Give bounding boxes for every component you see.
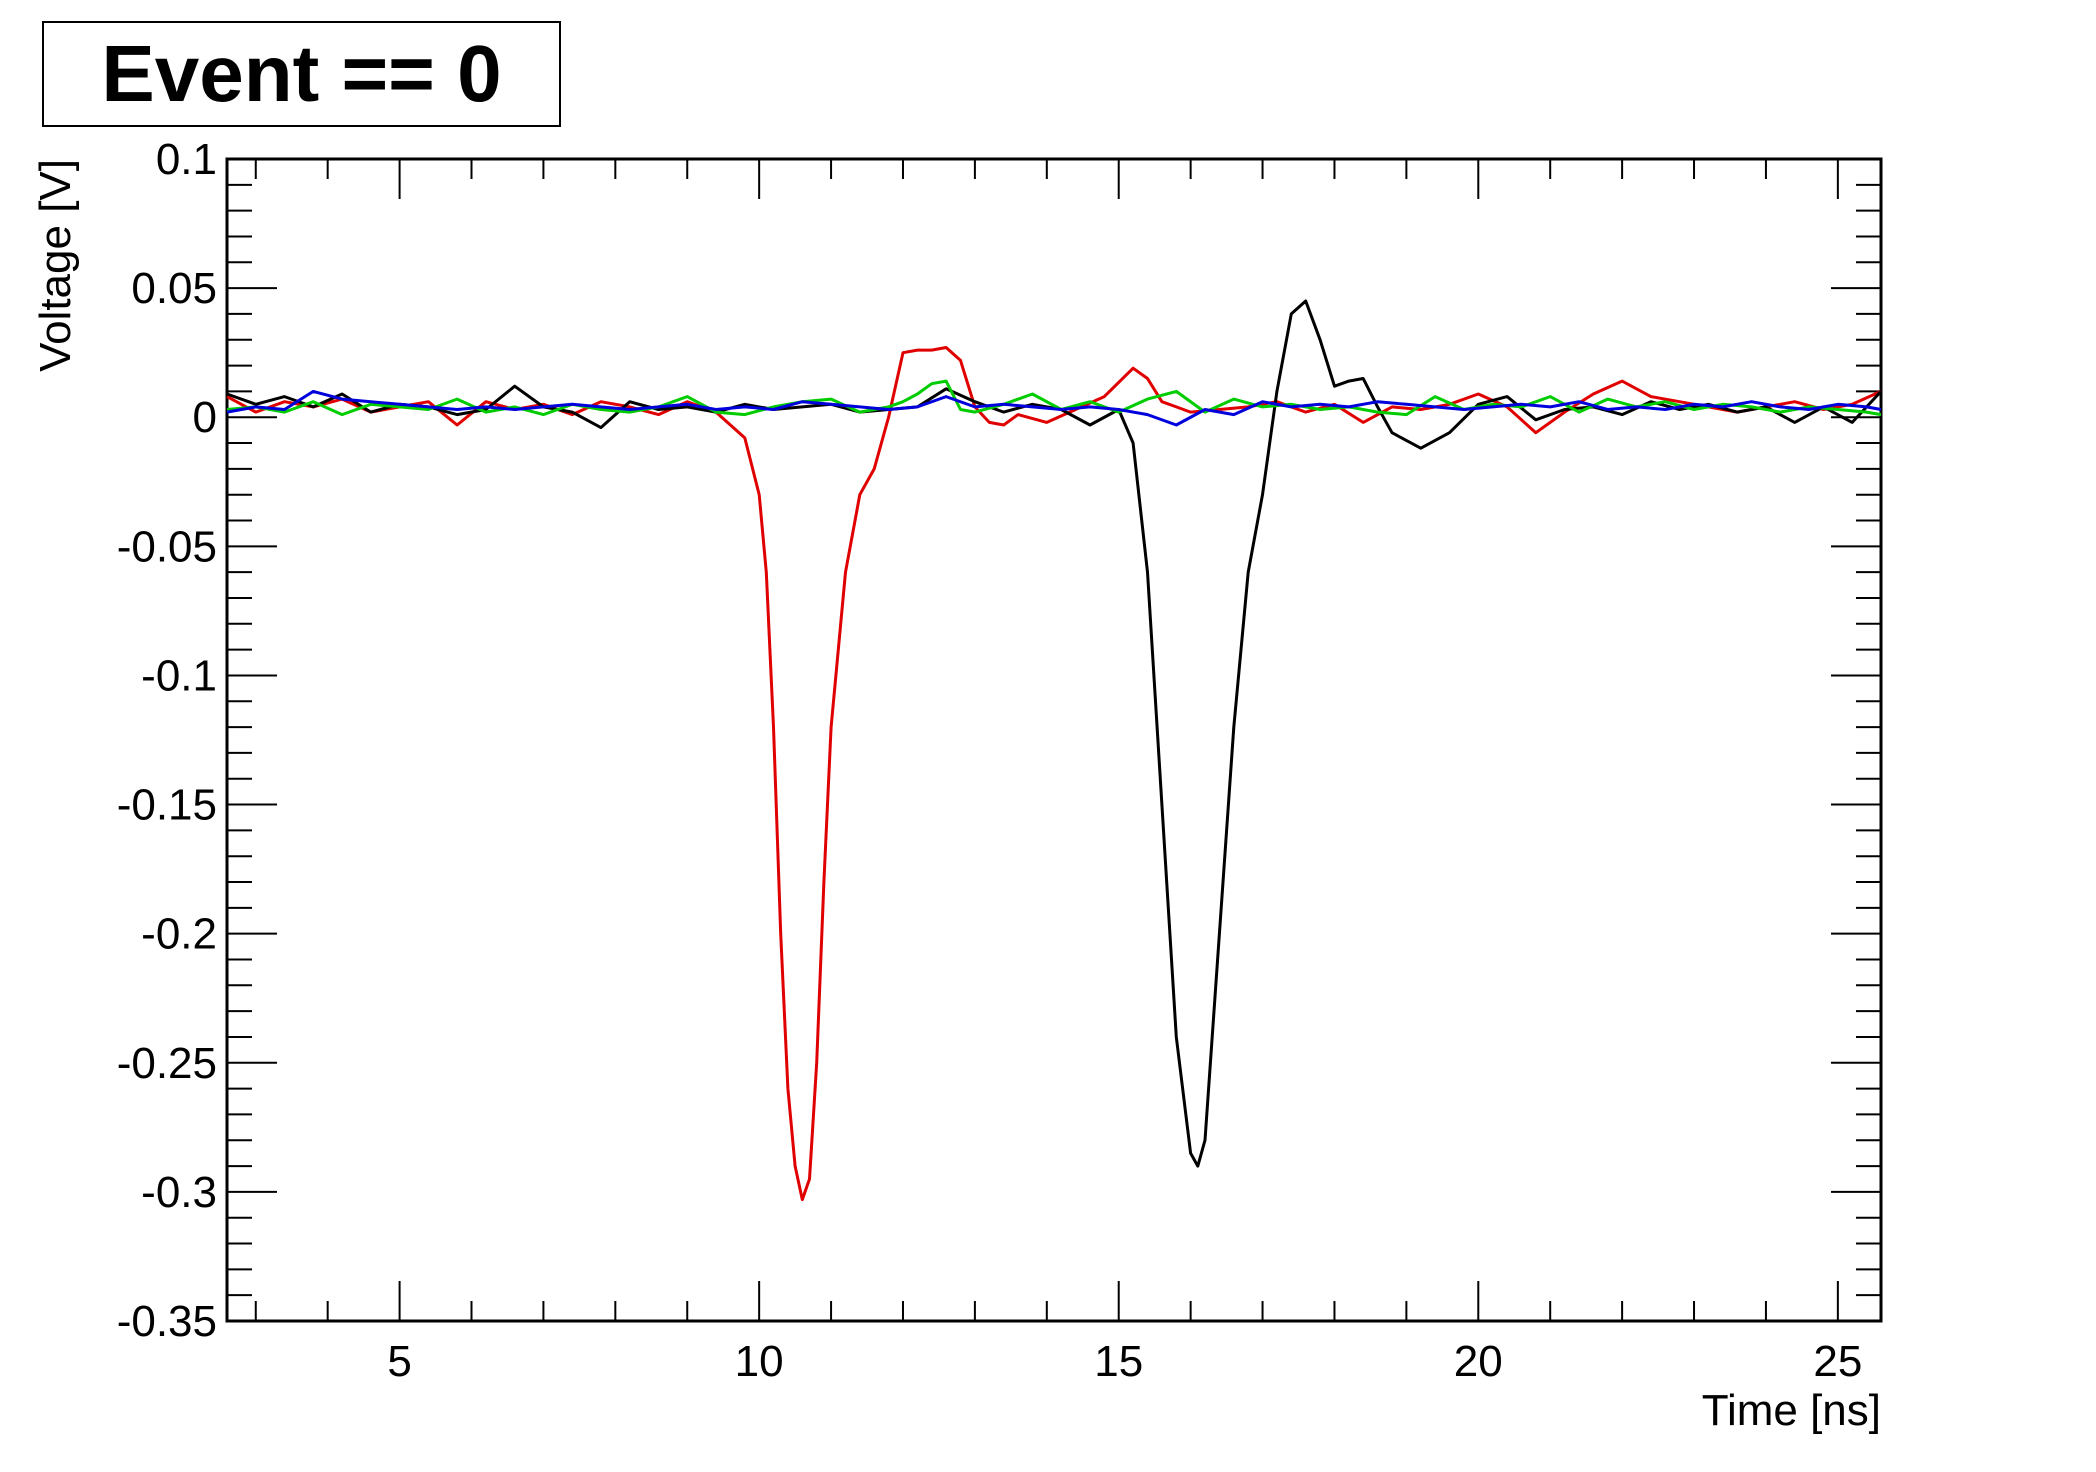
y-tick-label: -0.2 xyxy=(141,910,217,959)
y-axis-ticks: 0.1 0.05 0 -0.05 -0.1 -0.15 -0.2 -0.25 -0.3 -0.35 xyxy=(117,135,1881,1346)
y-tick-label: -0.05 xyxy=(117,522,217,571)
series-line-4 xyxy=(226,389,1882,427)
y-tick-label: -0.1 xyxy=(141,651,217,700)
x-axis-title: Time [ns] xyxy=(1702,1386,1881,1435)
chart-title: Event == 0 xyxy=(42,21,561,127)
x-axis-ticks: 5 10 15 20 25 xyxy=(254,159,1862,1386)
x-tick-label: 25 xyxy=(1813,1337,1862,1386)
series-group xyxy=(226,299,1883,1202)
series-line-2 xyxy=(226,299,1883,1168)
x-tick-label: 20 xyxy=(1454,1337,1503,1386)
y-tick-label: 0.05 xyxy=(131,264,217,313)
y-tick-label: -0.25 xyxy=(117,1039,217,1088)
x-tick-label: 15 xyxy=(1094,1337,1143,1386)
y-tick-label: -0.35 xyxy=(117,1297,217,1346)
x-tick-label: 5 xyxy=(387,1337,411,1386)
y-tick-label: 0.1 xyxy=(156,135,217,184)
y-axis-title: Voltage [V] xyxy=(31,159,80,372)
x-tick-label: 10 xyxy=(735,1337,784,1386)
y-tick-label: -0.3 xyxy=(141,1168,217,1217)
series-line-1 xyxy=(226,346,1882,1202)
y-tick-label: 0 xyxy=(193,393,217,442)
plot-frame xyxy=(225,157,1883,1323)
y-tick-label: -0.15 xyxy=(117,781,217,830)
